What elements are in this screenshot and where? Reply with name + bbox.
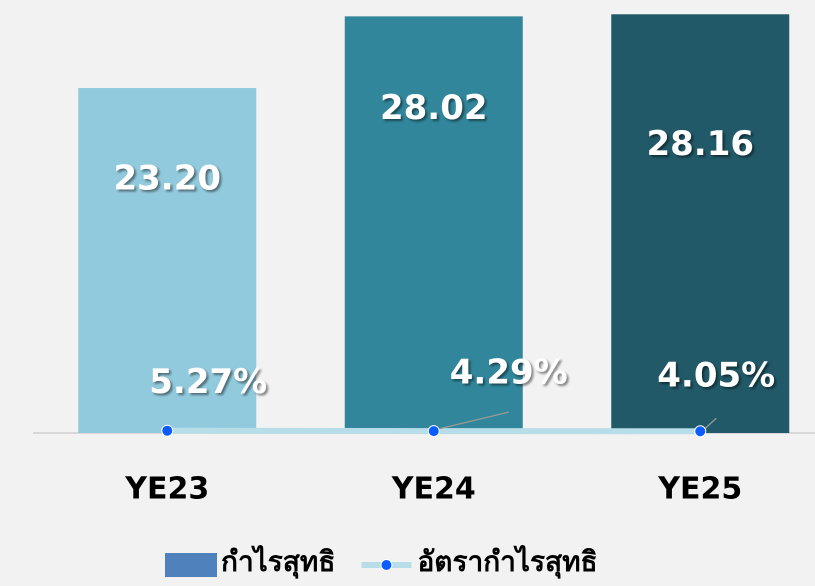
line-value-label: 5.27% [149, 362, 267, 402]
x-tick-label: YE25 [657, 472, 742, 507]
marker [427, 425, 440, 438]
bar-value-label: 28.16 [646, 124, 754, 164]
legend-marker [380, 559, 393, 571]
line-value-label: 4.05% [657, 356, 775, 396]
legend-label: กำไรสุทธิ [221, 545, 335, 579]
legend-swatch [165, 553, 217, 577]
marker [694, 425, 707, 438]
bar-value-label: 23.20 [113, 159, 221, 199]
x-tick-label: YE24 [391, 472, 476, 507]
marker [161, 424, 174, 437]
leader-line [703, 417, 717, 430]
bar [611, 14, 790, 434]
x-tick-label: YE23 [124, 472, 209, 507]
bar-value-label: 28.02 [380, 88, 488, 128]
leader-line [437, 411, 509, 430]
bar [78, 88, 257, 434]
legend-label: อัตรากำไรสุทธิ [417, 545, 597, 579]
bar [344, 16, 523, 434]
line-value-label: 4.29% [450, 353, 568, 393]
